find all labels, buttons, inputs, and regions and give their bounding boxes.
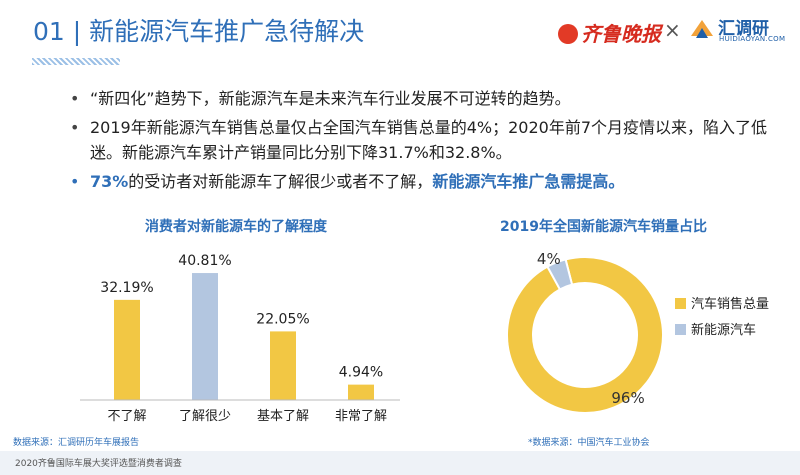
bullet-item: “新四化”趋势下，新能源汽车是未来汽车行业发展不可逆转的趋势。 [70, 86, 790, 111]
partner-logo: 齐鲁晚报 [558, 18, 661, 47]
brand-name: 汇调研 [718, 19, 769, 39]
logo-separator: × [664, 18, 681, 42]
brand-mark-icon [691, 20, 713, 38]
bullet-text: 2019年新能源汽车销售总量仅占全国汽车销售总量的4%；2020年前7个月疫情以… [90, 118, 768, 162]
bar-2 [270, 331, 296, 400]
legend-swatch [675, 298, 686, 309]
title-underline [32, 58, 120, 65]
donut-chart-title: 2019年全国新能源汽车销量占比 [500, 219, 707, 235]
bar-value-label: 40.81% [178, 253, 231, 269]
brand-logo: 汇调研 HUIDIAOYAN.COM [688, 14, 785, 48]
legend-swatch [675, 324, 686, 335]
category-label: 不了解 [107, 409, 146, 424]
bar-1 [192, 273, 218, 400]
partner-emblem-icon [558, 24, 578, 44]
bullet-text: 的受访者对新能源车了解很少或者不了解， [128, 172, 433, 191]
category-label: 非常了解 [335, 409, 387, 424]
bar-value-label: 32.19% [100, 280, 153, 296]
category-label: 基本了解 [257, 409, 309, 424]
category-label: 了解很少 [179, 409, 231, 424]
bullet-list: “新四化”趋势下，新能源汽车是未来汽车行业发展不可逆转的趋势。 2019年新能源… [70, 86, 790, 198]
bullet-item: 2019年新能源汽车销售总量仅占全国汽车销售总量的4%；2020年前7个月疫情以… [70, 115, 790, 165]
highlight-number: 73% [90, 172, 129, 191]
highlight-text: 新能源汽车推广急需提高。 [432, 172, 625, 191]
bullet-text: “新四化”趋势下，新能源汽车是未来汽车行业发展不可逆转的趋势。 [90, 89, 571, 108]
slice-value-label: 96% [611, 389, 644, 407]
brand-sub: HUIDIAOYAN.COM [719, 35, 786, 43]
bar-chart-title: 消费者对新能源车的了解程度 [145, 219, 327, 235]
bar-3 [348, 384, 374, 400]
donut-source-note: *数据来源：中国汽车工业协会 [528, 438, 650, 448]
donut-slice-0 [506, 256, 664, 414]
bar-source-note: 数据来源：汇调研历年车展报告 [13, 438, 140, 448]
legend-label: 新能源汽车 [691, 322, 756, 338]
bar-value-label: 22.05% [256, 311, 309, 327]
footer-text: 2020齐鲁国际车展大奖评选暨消费者调查 [15, 459, 182, 469]
donut-slice-1 [546, 258, 574, 291]
bullet-item-highlight: 73%的受访者对新能源车了解很少或者不了解，新能源汽车推广急需提高。 [70, 169, 790, 194]
legend-label: 汽车销售总量 [691, 296, 769, 312]
bar-chart: 32.19% 不了解 40.81% 了解很少 22.05% 基本了解 4.94% 非常了解 [80, 253, 400, 424]
page-title: 01 | 新能源汽车推广急待解决 [33, 17, 365, 46]
slice-value-label: 4% [537, 250, 561, 268]
bar-value-label: 4.94% [339, 365, 383, 381]
bar-0 [114, 299, 140, 400]
footer-bar: 2020齐鲁国际车展大奖评选暨消费者调查 [0, 451, 800, 475]
partner-logo-text: 齐鲁晚报 [581, 22, 661, 46]
